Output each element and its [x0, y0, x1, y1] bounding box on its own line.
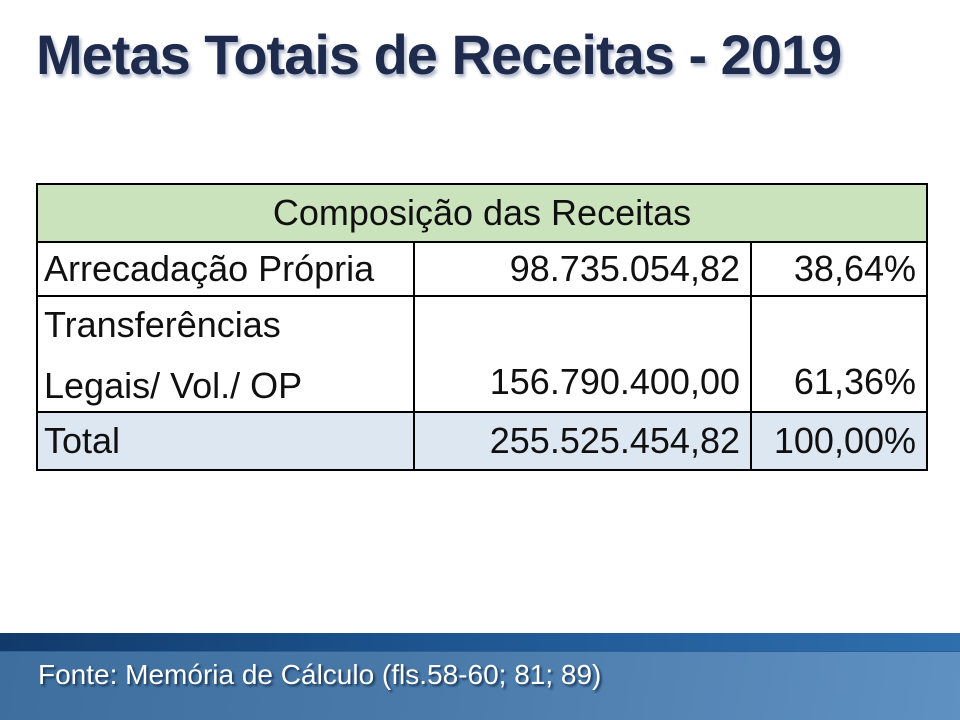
total-percent: 100,00% [749, 411, 929, 471]
row-label-transferencias: Transferências Legais/ Vol./ OP [36, 295, 415, 413]
row-percent-transferencias: 61,36% [749, 295, 929, 413]
receitas-table: Composição das Receitas Arrecadação Próp… [35, 183, 929, 471]
row-percent-arrecadacao: 38,64% [749, 241, 929, 297]
source-note: Fonte: Memória de Cálculo (fls.58-60; 81… [38, 659, 602, 690]
table-header-row: Composição das Receitas [35, 183, 929, 243]
row-value-arrecadacao: 98.735.054,82 [413, 241, 752, 297]
table-header: Composição das Receitas [35, 183, 929, 243]
row-label-transferencias-lines: Transferências Legais/ Vol./ OP [44, 303, 412, 407]
row-label-line1: Transferências [44, 304, 281, 345]
table-row-total: Total 255.525.454,82 100,00% [36, 411, 929, 471]
footer-band-strip [0, 633, 960, 652]
receitas-table-container: Composição das Receitas Arrecadação Próp… [35, 183, 929, 471]
total-label: Total [36, 411, 415, 471]
total-value: 255.525.454,82 [413, 411, 752, 471]
table-row: Transferências Legais/ Vol./ OP 156.790.… [36, 295, 929, 413]
row-label-arrecadacao: Arrecadação Própria [36, 241, 415, 297]
table-row: Arrecadação Própria 98.735.054,82 38,64% [36, 241, 929, 297]
page-title: Metas Totais de Receitas - 2019 [36, 23, 842, 86]
footer-band: Fonte: Memória de Cálculo (fls.58-60; 81… [0, 633, 960, 720]
row-value-transferencias: 156.790.400,00 [413, 295, 752, 413]
row-label-line2: Legais/ Vol./ OP [44, 364, 303, 406]
